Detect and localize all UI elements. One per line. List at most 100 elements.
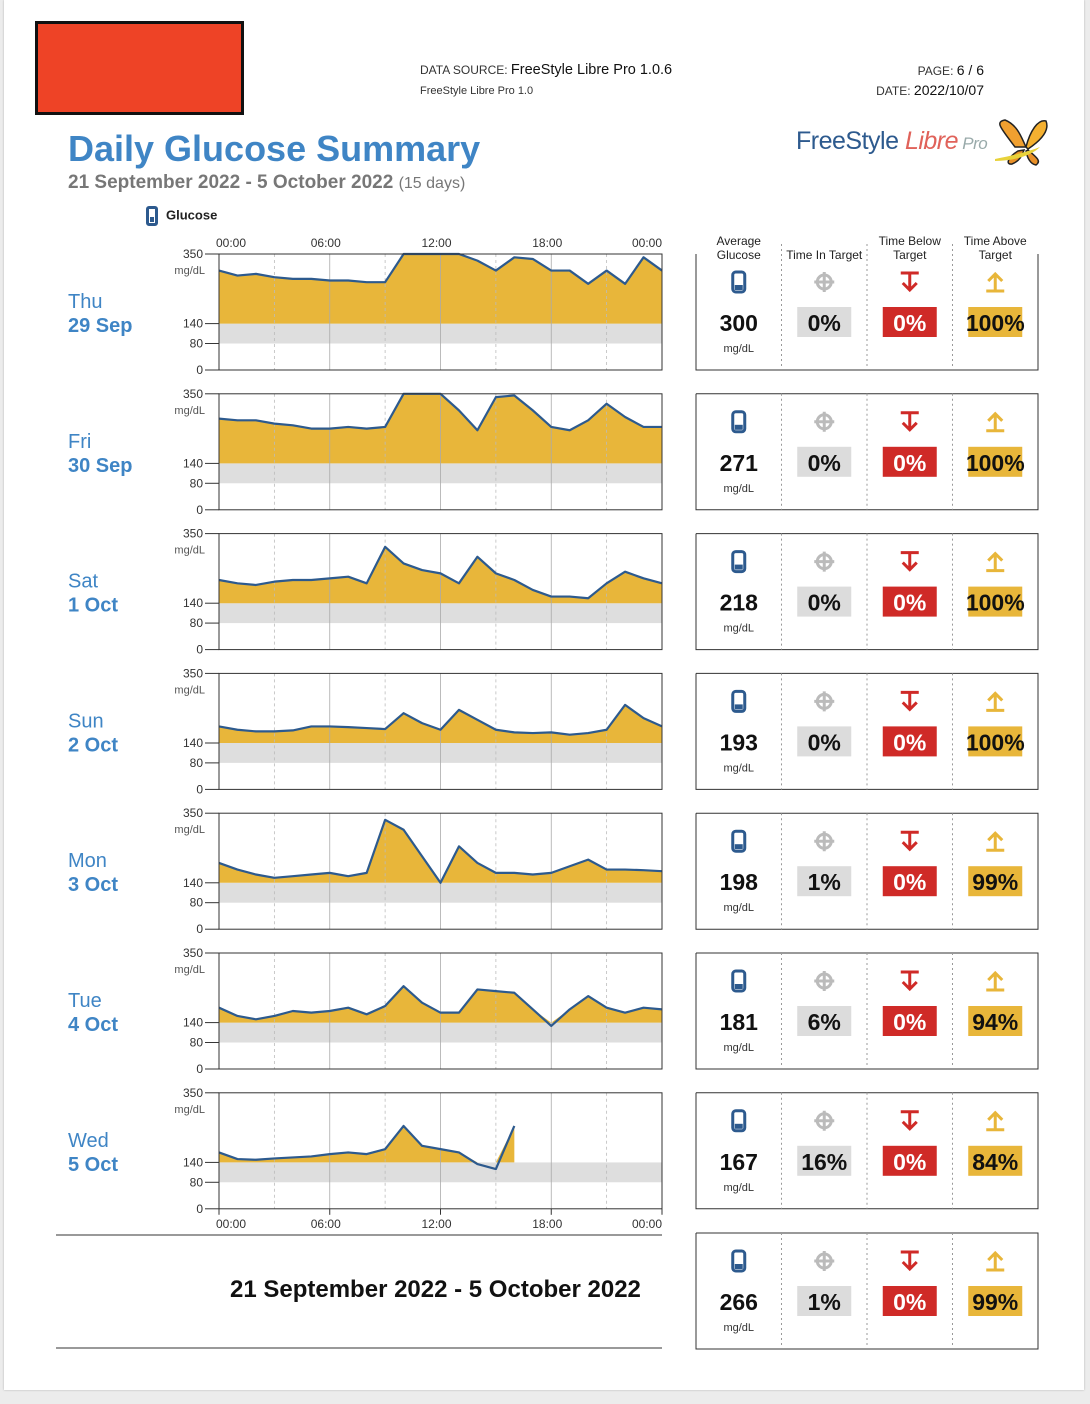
- day-3-weekday: Sun: [68, 710, 104, 732]
- day-2-plot-frame: [218, 533, 663, 651]
- day-4-stats-in-target-bg: [797, 866, 852, 897]
- day-0-date: 29 Sep: [68, 315, 132, 337]
- day-6-y-tick-140: 140: [183, 1155, 203, 1169]
- day-1-stats-box: [695, 393, 1039, 511]
- day-3-plot-frame: [218, 672, 663, 790]
- day-6-y-unit: mg/dL: [174, 1104, 205, 1116]
- day-4-y-unit: mg/dL: [174, 824, 205, 836]
- summary-stats-box: [695, 1232, 1039, 1350]
- day-0-stats-above: 100%: [966, 310, 1025, 336]
- day-1-stats-target-icon-cross: [814, 411, 835, 432]
- stats-header-2: Time Below: [879, 234, 942, 248]
- day-5-stats-above-bg: [968, 1006, 1023, 1036]
- day-0-y-tick-0: 0: [196, 363, 203, 377]
- day-5-y-tick-350: 350: [183, 946, 203, 960]
- day-5-y-tick-0: 0: [196, 1062, 203, 1076]
- summary-stats-above: 99%: [972, 1289, 1018, 1315]
- day-4-y-tick-0: 0: [196, 922, 203, 936]
- day-0-stats-above-bg: [968, 307, 1023, 337]
- day-5-stats-in-target: 6%: [808, 1009, 841, 1035]
- day-2-stats-in-target: 0%: [808, 590, 841, 616]
- summary-stats-above-icon: [986, 1250, 1005, 1272]
- day-1-y-tick-350: 350: [183, 387, 203, 401]
- day-3-stats-average: 193: [720, 729, 758, 755]
- day-3-stats-box: [695, 672, 1039, 790]
- day-5-stats-glucose-icon-fill: [734, 984, 743, 989]
- day-4-stats-box: [695, 812, 1039, 930]
- day-0-stats-glucose-icon-fill: [734, 285, 743, 290]
- day-1-stats-glucose-icon: [731, 410, 747, 434]
- day-2-stats-average-unit: mg/dL: [723, 623, 754, 635]
- day-1-stats-in-target-bg: [797, 446, 852, 477]
- day-6-stats-in-target: 16%: [801, 1149, 847, 1175]
- day-5-stats-below-icon: [900, 970, 919, 992]
- day-1-stats-below-icon: [900, 411, 919, 432]
- day-5-stats-average-unit: mg/dL: [723, 1042, 754, 1054]
- stats-header-0-l2: Glucose: [717, 248, 761, 262]
- day-6-stats-glucose-icon-fill: [734, 1123, 743, 1129]
- day-3-stats-glucose-icon: [731, 689, 747, 713]
- chart-legend: Glucose: [146, 206, 217, 226]
- day-2-stats-target-icon-cross: [814, 551, 835, 572]
- summary-range-label: 21 September 2022 - 5 October 2022: [230, 1276, 641, 1303]
- day-0-stats-in-target: 0%: [808, 310, 841, 336]
- day-5-stats-target-icon-cross: [814, 971, 835, 991]
- day-1-stats-below-bg: [882, 446, 937, 477]
- summary-stats-in-target: 1%: [808, 1289, 841, 1315]
- day-2-y-tick-140: 140: [183, 596, 203, 610]
- day-0-y-tick-140: 140: [183, 317, 203, 331]
- day-3-y-tick-350: 350: [183, 666, 203, 680]
- day-6-y-tick-350: 350: [183, 1086, 203, 1100]
- day-0-y-tick-80: 80: [190, 336, 204, 350]
- day-4-y-tick-80: 80: [190, 896, 204, 910]
- day-4-glucose-line: [218, 818, 663, 884]
- day-6-date: 5 Oct: [68, 1154, 118, 1176]
- day-5-y-unit: mg/dL: [174, 964, 205, 976]
- day-6-stats-below-icon: [900, 1110, 919, 1131]
- day-4-y-tick-350: 350: [183, 806, 203, 820]
- stats-header-3: Time Above: [964, 234, 1027, 248]
- day-5-stats-glucose-icon: [731, 969, 747, 993]
- day-6-stats-above: 84%: [972, 1149, 1018, 1175]
- x-tick-top-4: 00:00: [632, 236, 662, 250]
- day-1-y-tick-140: 140: [183, 456, 203, 470]
- day-0-stats-below: 0%: [893, 310, 926, 336]
- day-0-stats-target-icon-cross: [814, 272, 835, 292]
- day-4-date: 3 Oct: [68, 874, 118, 896]
- day-0-stats-below-icon: [900, 271, 919, 293]
- day-4-stats-glucose-icon: [731, 829, 747, 853]
- stats-header-0: Average: [717, 234, 762, 248]
- day-4-stats-average: 198: [720, 869, 759, 895]
- day-5-plot-frame: [218, 952, 663, 1070]
- day-6-stats-average-unit: mg/dL: [723, 1182, 754, 1194]
- day-5-y-tick-140: 140: [183, 1016, 203, 1030]
- day-4-stats-above-bg: [968, 866, 1023, 897]
- day-6-stats-below: 0%: [893, 1149, 926, 1175]
- summary-stats-average-unit: mg/dL: [723, 1322, 754, 1334]
- freestyle-libre-logo: FreeStyle Libre Pro: [790, 117, 1050, 167]
- summary-stats-below: 0%: [893, 1289, 926, 1315]
- day-6-stats-in-target-bg: [797, 1145, 852, 1176]
- day-6-weekday: Wed: [68, 1130, 109, 1152]
- day-6-stats-average: 167: [720, 1149, 758, 1175]
- day-0-stats-average: 300: [720, 310, 758, 336]
- x-tick-bottom-1: 06:00: [311, 1217, 341, 1231]
- x-tick-bottom-4: 00:00: [632, 1217, 662, 1231]
- day-3-stats-below-bg: [882, 726, 937, 757]
- day-0-weekday: Thu: [68, 291, 102, 313]
- day-3-glucose-line: [218, 703, 663, 736]
- day-3-stats-above: 100%: [966, 729, 1025, 755]
- x-tick-top-1: 06:00: [311, 236, 341, 250]
- butterfly-icon: [995, 119, 1048, 166]
- day-5-stats-box: [695, 952, 1039, 1070]
- subtitle-days: (15 days): [398, 175, 466, 192]
- legend-label: Glucose: [166, 207, 218, 223]
- page-subtitle: 21 September 2022 - 5 October 2022 (15 d…: [68, 172, 465, 194]
- day-5-weekday: Tue: [68, 990, 102, 1012]
- day-0-stats-glucose-icon: [731, 270, 747, 294]
- day-3-y-tick-140: 140: [183, 736, 203, 750]
- day-2-stats-below-bg: [882, 586, 937, 617]
- day-3-stats-below: 0%: [893, 729, 926, 755]
- stats-header-1: Time In Target: [786, 248, 863, 262]
